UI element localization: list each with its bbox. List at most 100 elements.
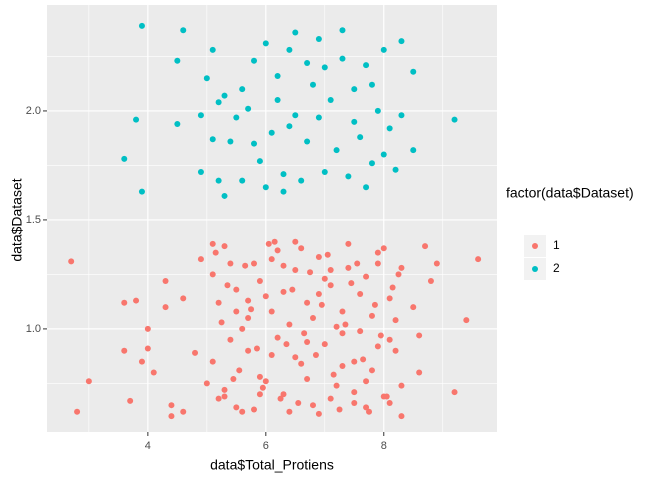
- legend-label: 1: [553, 238, 560, 252]
- point: [351, 86, 358, 93]
- point: [180, 27, 187, 34]
- point: [215, 177, 222, 184]
- point: [321, 64, 328, 71]
- grid: [47, 5, 497, 432]
- point: [327, 282, 334, 289]
- point: [398, 413, 405, 420]
- point: [339, 330, 346, 337]
- point: [475, 256, 482, 263]
- point: [333, 323, 340, 330]
- point: [286, 123, 293, 130]
- point: [121, 347, 128, 354]
- point: [363, 378, 370, 385]
- point: [197, 168, 204, 175]
- point: [386, 336, 393, 343]
- point: [377, 332, 384, 339]
- point: [239, 325, 246, 332]
- point: [256, 158, 263, 165]
- point: [283, 341, 290, 348]
- point: [327, 267, 334, 274]
- point: [312, 352, 319, 359]
- point: [321, 275, 328, 282]
- point: [380, 46, 387, 53]
- point: [221, 386, 228, 393]
- point: [239, 86, 246, 93]
- point: [286, 46, 293, 53]
- point: [410, 147, 417, 154]
- point: [138, 358, 145, 365]
- point: [251, 140, 258, 147]
- point: [292, 29, 299, 36]
- y-tick-label: 1.0: [26, 323, 41, 335]
- point: [277, 395, 284, 402]
- point: [398, 112, 405, 119]
- point: [192, 349, 199, 356]
- point: [345, 264, 352, 271]
- point: [345, 240, 352, 247]
- point: [168, 413, 175, 420]
- point: [251, 260, 258, 267]
- point: [336, 406, 343, 413]
- point: [286, 321, 293, 328]
- point: [298, 177, 305, 184]
- point: [374, 249, 381, 256]
- point: [333, 382, 340, 389]
- point: [398, 264, 405, 271]
- point: [398, 38, 405, 45]
- point: [327, 97, 334, 104]
- point: [209, 271, 216, 278]
- point: [144, 345, 151, 352]
- point: [321, 168, 328, 175]
- point: [307, 269, 314, 276]
- point: [427, 277, 434, 284]
- point: [304, 138, 311, 145]
- point: [221, 92, 228, 99]
- point: [180, 408, 187, 415]
- point: [138, 22, 145, 29]
- point: [451, 116, 458, 123]
- point: [304, 299, 311, 306]
- point: [363, 404, 370, 411]
- point: [416, 332, 423, 339]
- point: [262, 184, 269, 191]
- point: [315, 410, 322, 417]
- point: [227, 260, 234, 267]
- point: [339, 55, 346, 62]
- point: [327, 395, 334, 402]
- point: [324, 251, 331, 258]
- point: [253, 345, 260, 352]
- point: [197, 256, 204, 263]
- point: [262, 378, 269, 385]
- point: [212, 249, 219, 256]
- point: [292, 238, 299, 245]
- point: [339, 362, 346, 369]
- point: [292, 267, 299, 274]
- point: [363, 273, 370, 280]
- point: [233, 308, 240, 315]
- point: [121, 299, 128, 306]
- point: [389, 284, 396, 291]
- point: [371, 301, 378, 308]
- point: [395, 271, 402, 278]
- point: [127, 397, 134, 404]
- point: [383, 393, 390, 400]
- point: [286, 408, 293, 415]
- point: [301, 330, 308, 337]
- point: [280, 188, 287, 195]
- point: [304, 376, 311, 383]
- point: [348, 280, 355, 287]
- point: [215, 99, 222, 106]
- point: [121, 155, 128, 162]
- point: [265, 240, 272, 247]
- point: [251, 57, 258, 64]
- point: [363, 184, 370, 191]
- point: [433, 260, 440, 267]
- point: [218, 319, 225, 326]
- legend-marker: [532, 266, 538, 272]
- point: [230, 376, 237, 383]
- point: [309, 402, 316, 409]
- point: [248, 306, 255, 313]
- point: [236, 367, 243, 374]
- point: [422, 243, 429, 250]
